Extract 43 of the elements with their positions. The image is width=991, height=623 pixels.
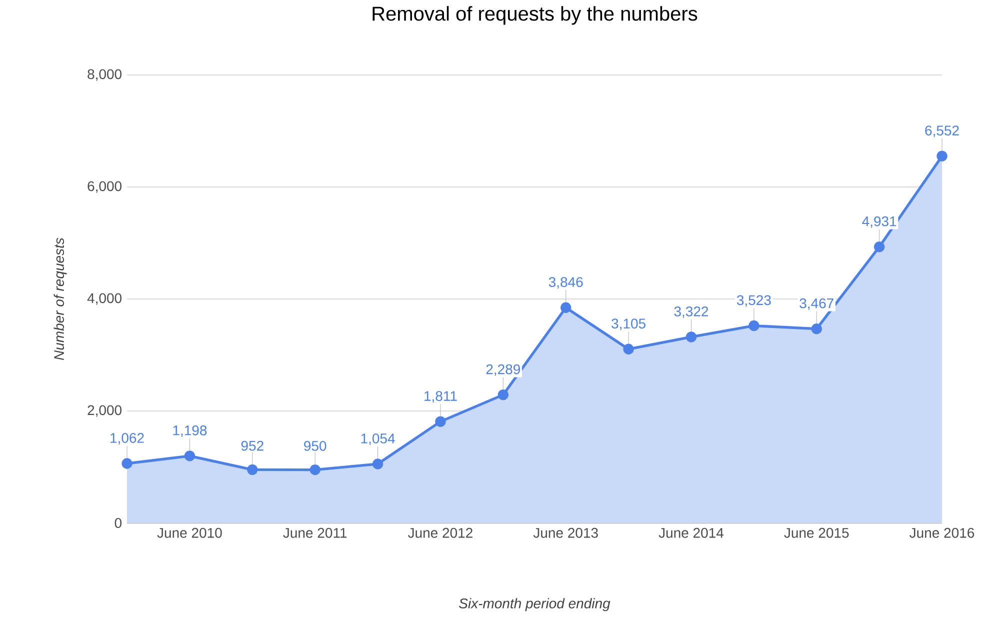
point xyxy=(122,458,132,469)
point xyxy=(435,416,446,427)
data-label: 3,846 xyxy=(548,277,583,289)
data-label: 3,467 xyxy=(800,298,834,310)
x-tick-label: June 2015 xyxy=(784,528,849,538)
point xyxy=(247,464,258,476)
point xyxy=(184,450,196,462)
x-tick-label: June 2010 xyxy=(157,528,222,538)
x-tick-label: June 2011 xyxy=(283,528,347,538)
data-label: 952 xyxy=(241,440,264,451)
y-tick-label: 2,000 xyxy=(88,405,122,417)
y-tick-label: 4,000 xyxy=(87,293,122,305)
point xyxy=(936,150,948,162)
data-label: 6,552 xyxy=(925,126,959,138)
data-label: 2,289 xyxy=(486,364,520,376)
y-tick-label: 8,000 xyxy=(88,69,122,81)
point xyxy=(498,389,508,400)
point xyxy=(748,320,760,332)
data-label: 3,322 xyxy=(674,306,708,318)
data-label: 3,523 xyxy=(736,295,771,307)
point xyxy=(874,242,885,252)
x-tick-label: June 2014 xyxy=(658,528,724,538)
data-label: 1,811 xyxy=(424,391,457,403)
x-axis-title: Six-month period ending xyxy=(459,598,610,612)
data-label: 1,054 xyxy=(361,433,395,446)
x-tick-label: June 2016 xyxy=(910,528,974,538)
data-label: 4,931 xyxy=(862,216,896,228)
y-axis-title: Number of requests xyxy=(54,238,67,360)
chart-title: Removal of requests by the numbers xyxy=(372,6,698,25)
x-tick-label: June 2013 xyxy=(533,528,598,538)
y-tick-label: 6,000 xyxy=(88,181,122,193)
point xyxy=(811,324,822,334)
point xyxy=(310,464,320,476)
y-tick-label: 0 xyxy=(114,518,122,528)
point xyxy=(560,302,572,313)
data-label: 3,105 xyxy=(612,318,646,330)
data-label: 1,062 xyxy=(110,433,144,445)
point xyxy=(686,332,697,342)
point xyxy=(623,344,634,354)
point xyxy=(372,458,384,470)
data-label: 1,198 xyxy=(173,425,207,437)
data-label: 950 xyxy=(304,440,326,451)
x-tick-label: June 2012 xyxy=(408,528,472,538)
